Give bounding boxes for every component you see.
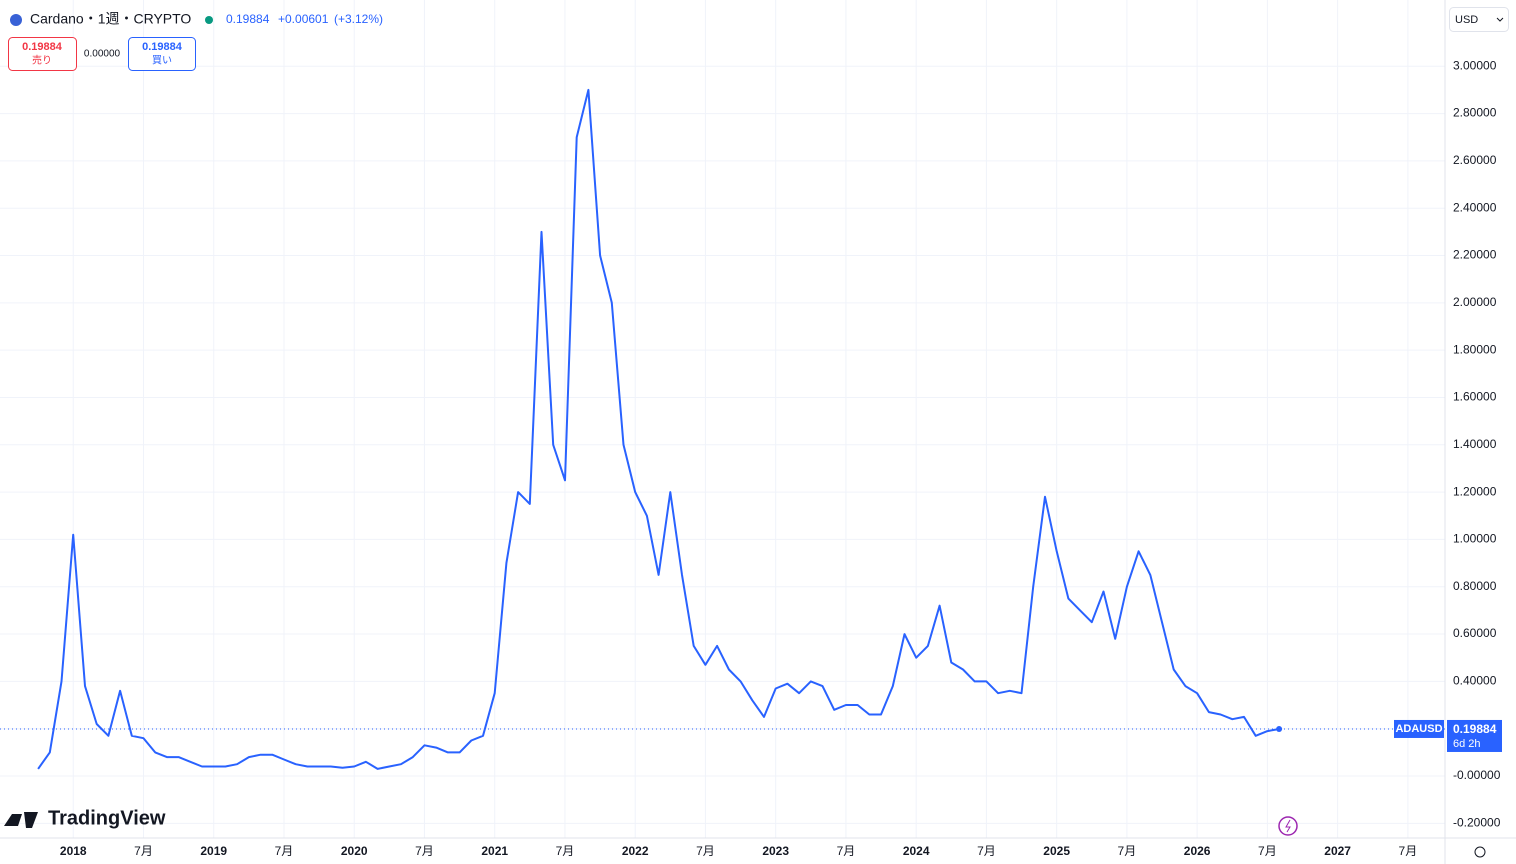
y-tick-label: -0.00000 <box>1453 768 1501 782</box>
y-tick-label: 2.60000 <box>1453 153 1497 167</box>
spread: 0.00000 <box>84 49 121 60</box>
y-tick-label: 2.40000 <box>1453 200 1497 214</box>
y-tick-label: 2.00000 <box>1453 295 1497 309</box>
plot <box>0 88 1445 770</box>
x-tick-label: 2024 <box>903 844 930 858</box>
currency: USD <box>1455 14 1478 26</box>
x-tick-label: 7月 <box>556 844 575 858</box>
x-tick-label: 7月 <box>1399 844 1418 858</box>
y-tick-label: 1.40000 <box>1453 437 1497 451</box>
event-icon[interactable] <box>1278 816 1298 836</box>
buy-label: 買い <box>152 55 172 67</box>
event-bolt <box>1285 819 1291 833</box>
logo: TradingView <box>48 807 166 829</box>
x-tick-label: 7月 <box>1258 844 1277 858</box>
price-line <box>37 88 1280 770</box>
y-tick-label: 1.80000 <box>1453 342 1497 356</box>
x-tick-label: 7月 <box>275 844 294 858</box>
buy-price: 0.19884 <box>142 41 183 53</box>
x-tick-label: 7月 <box>1118 844 1137 858</box>
x-tick-label: 7月 <box>696 844 715 858</box>
price-tag <box>1447 719 1502 752</box>
x-tick-label: 2023 <box>762 844 789 858</box>
x-tick-label: 2019 <box>200 844 227 858</box>
x-tick-label: 2022 <box>622 844 649 858</box>
sell-button[interactable] <box>8 37 77 71</box>
x-tick-label: 7月 <box>415 844 434 858</box>
x-tick-label: 7月 <box>837 844 856 858</box>
sell-price: 0.19884 <box>22 41 63 53</box>
last-point <box>1276 725 1283 732</box>
price-tag-value: 0.19884 <box>1453 722 1497 736</box>
x-tick-label: 2018 <box>60 844 87 858</box>
y-tick-label: 0.80000 <box>1453 579 1497 593</box>
settings-icon[interactable] <box>1474 846 1486 858</box>
sell-label: 売り <box>32 54 52 67</box>
x-tick-label: 2026 <box>1184 844 1211 858</box>
dropdown-arrow <box>1496 17 1504 22</box>
change-pct: (+3.12%) <box>334 12 383 26</box>
x-tick-label: 2025 <box>1043 844 1070 858</box>
y-tick-label: 1.00000 <box>1453 532 1497 546</box>
logo-icon <box>4 812 38 828</box>
symbol-tag-label: ADAUSD <box>1395 723 1442 735</box>
y-tick-label: 2.80000 <box>1453 106 1497 120</box>
y-tick-label: 2.20000 <box>1453 248 1497 262</box>
x-tick-label: 2020 <box>341 844 368 858</box>
buy-button[interactable] <box>128 37 196 71</box>
y-tick-label: -0.20000 <box>1453 816 1501 830</box>
symbol-tag <box>1394 719 1444 738</box>
y-tick-label: 3.00000 <box>1453 58 1497 72</box>
y-tick-label: 0.40000 <box>1453 674 1497 688</box>
x-tick-label: 2021 <box>481 844 508 858</box>
change: +0.00601 <box>278 12 329 26</box>
x-tick-label: 7月 <box>977 844 996 858</box>
symbol-icon <box>10 14 22 26</box>
y-tick-label: 1.20000 <box>1453 484 1497 498</box>
price: 0.19884 <box>226 12 270 26</box>
price-tag-countdown: 6d 2h <box>1453 738 1481 750</box>
market-status <box>205 16 213 24</box>
currency-select[interactable] <box>1449 7 1509 32</box>
x-tick-label: 7月 <box>134 844 153 858</box>
symbol[interactable]: Cardano・1週・CRYPTO <box>30 11 191 27</box>
grid <box>0 0 1445 838</box>
y-tick-label: 0.60000 <box>1453 626 1497 640</box>
x-tick-label: 2027 <box>1324 844 1351 858</box>
y-tick-label: 1.60000 <box>1453 390 1497 404</box>
